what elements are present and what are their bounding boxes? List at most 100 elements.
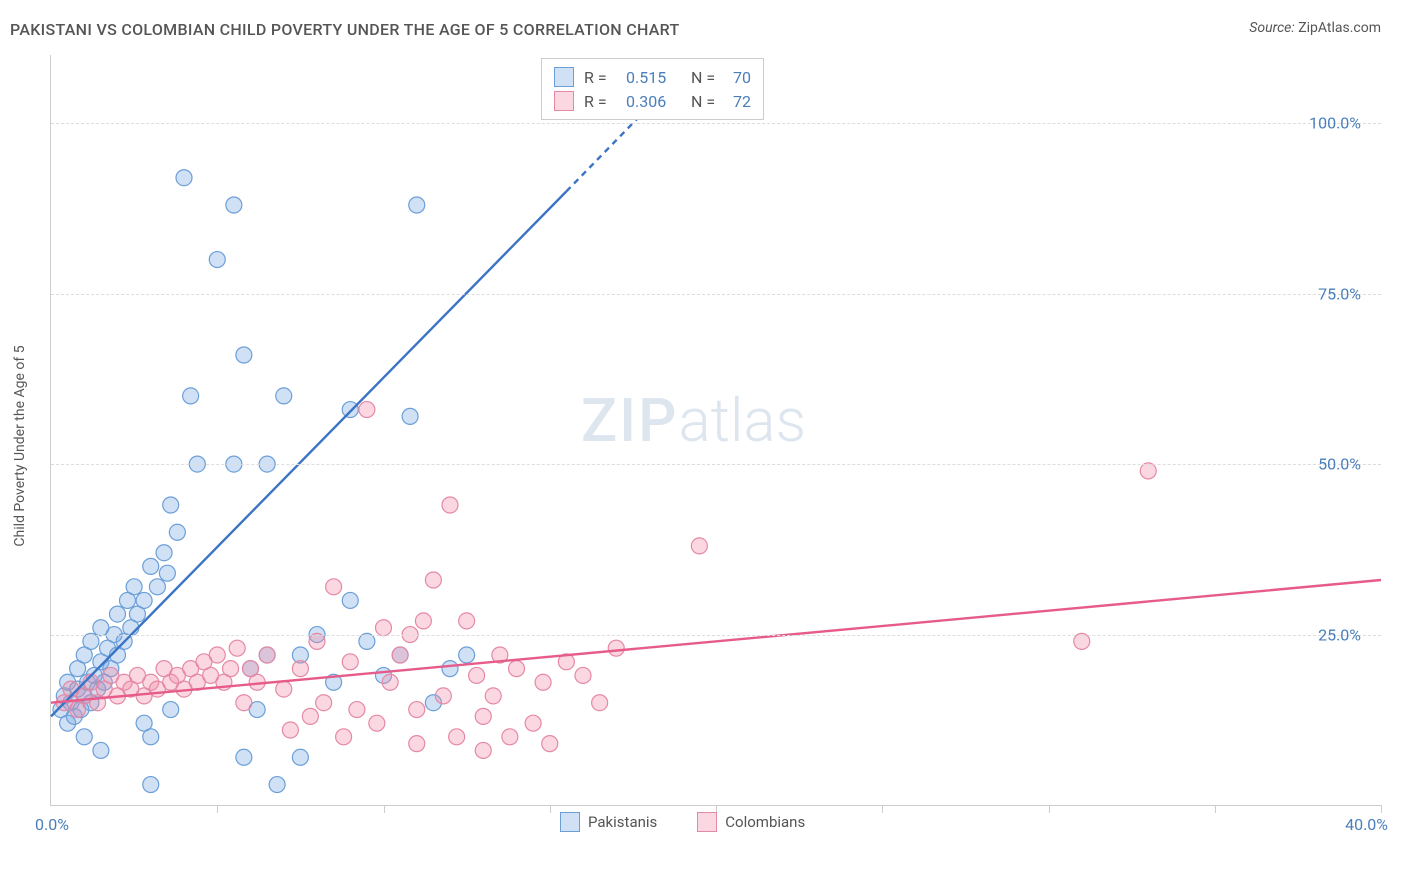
gridline	[51, 464, 1381, 465]
gridline	[51, 123, 1381, 124]
x-origin-label: 0.0%	[35, 815, 69, 834]
r-value-pakistanis: 0.515	[626, 68, 681, 87]
data-point	[169, 524, 185, 540]
legend-label-colombians: Colombians	[725, 813, 805, 831]
data-point	[149, 579, 165, 595]
source-attribution: Source: ZipAtlas.com	[1249, 20, 1381, 36]
data-point	[1140, 463, 1156, 479]
data-point	[259, 647, 275, 663]
data-point	[276, 681, 292, 697]
data-point	[382, 674, 398, 690]
legend-item-pakistanis: Pakistanis	[560, 812, 657, 832]
swatch-colombians	[554, 91, 574, 111]
gridline	[51, 635, 1381, 636]
data-point	[435, 688, 451, 704]
data-point	[502, 729, 518, 745]
data-point	[342, 402, 358, 418]
chart-title: PAKISTANI VS COLOMBIAN CHILD POVERTY UND…	[10, 20, 680, 39]
data-point	[236, 749, 252, 765]
data-point	[309, 633, 325, 649]
data-point	[223, 661, 239, 677]
x-tick	[882, 805, 883, 813]
r-label: R =	[584, 68, 616, 87]
trend-line	[51, 580, 1381, 703]
x-tick	[1381, 805, 1382, 813]
series-legend: Pakistanis Colombians	[560, 812, 805, 832]
data-point	[136, 592, 152, 608]
data-point	[369, 715, 385, 731]
data-point	[469, 667, 485, 683]
data-point	[326, 579, 342, 595]
data-point	[110, 606, 126, 622]
r-value-colombians: 0.306	[626, 92, 681, 111]
data-point	[475, 742, 491, 758]
data-point	[575, 667, 591, 683]
x-tick	[1049, 805, 1050, 813]
data-point	[83, 633, 99, 649]
chart-plot-area: ZIPatlas R = 0.515 N = 70 R = 0.306 N = …	[50, 55, 1381, 806]
legend-item-colombians: Colombians	[697, 812, 805, 832]
n-label: N =	[691, 68, 723, 87]
data-point	[316, 695, 332, 711]
data-point	[143, 558, 159, 574]
data-point	[292, 749, 308, 765]
x-max-label: 40.0%	[1345, 815, 1388, 834]
data-point	[136, 715, 152, 731]
data-point	[226, 197, 242, 213]
y-tick-label: 25.0%	[1318, 625, 1361, 644]
gridline	[51, 294, 1381, 295]
x-tick	[550, 805, 551, 813]
data-point	[442, 497, 458, 513]
data-point	[76, 729, 92, 745]
n-value-colombians: 72	[733, 92, 751, 111]
legend-swatch-colombians	[697, 812, 717, 832]
data-point	[376, 620, 392, 636]
source-label: Source:	[1249, 20, 1294, 36]
x-tick	[217, 805, 218, 813]
n-value-pakistanis: 70	[733, 68, 751, 87]
data-point	[402, 408, 418, 424]
data-point	[485, 688, 501, 704]
scatter-plot-svg	[51, 55, 1381, 805]
data-point	[442, 661, 458, 677]
r-label: R =	[584, 92, 616, 111]
data-point	[183, 388, 199, 404]
data-point	[359, 402, 375, 418]
stats-row-pakistanis: R = 0.515 N = 70	[554, 65, 751, 89]
data-point	[282, 722, 298, 738]
y-axis-label: Child Poverty Under the Age of 5	[12, 345, 28, 546]
data-point	[525, 715, 541, 731]
data-point	[1074, 633, 1090, 649]
data-point	[691, 538, 707, 554]
data-point	[156, 545, 172, 561]
data-point	[449, 729, 465, 745]
data-point	[359, 633, 375, 649]
y-tick-label: 100.0%	[1309, 114, 1361, 133]
data-point	[229, 640, 245, 656]
data-point	[176, 170, 192, 186]
data-point	[236, 347, 252, 363]
data-point	[163, 702, 179, 718]
data-point	[392, 647, 408, 663]
data-point	[542, 736, 558, 752]
data-point	[409, 736, 425, 752]
data-point	[269, 777, 285, 793]
y-tick-label: 50.0%	[1318, 455, 1361, 474]
data-point	[425, 572, 441, 588]
swatch-pakistanis	[554, 67, 574, 87]
data-point	[409, 702, 425, 718]
data-point	[349, 702, 365, 718]
data-point	[475, 708, 491, 724]
data-point	[535, 674, 551, 690]
data-point	[509, 661, 525, 677]
x-tick	[1215, 805, 1216, 813]
stats-row-colombians: R = 0.306 N = 72	[554, 89, 751, 113]
data-point	[459, 613, 475, 629]
data-point	[209, 252, 225, 268]
stats-legend: R = 0.515 N = 70 R = 0.306 N = 72	[541, 58, 764, 120]
data-point	[342, 592, 358, 608]
n-label: N =	[691, 92, 723, 111]
legend-label-pakistanis: Pakistanis	[588, 813, 657, 831]
data-point	[592, 695, 608, 711]
data-point	[459, 647, 475, 663]
